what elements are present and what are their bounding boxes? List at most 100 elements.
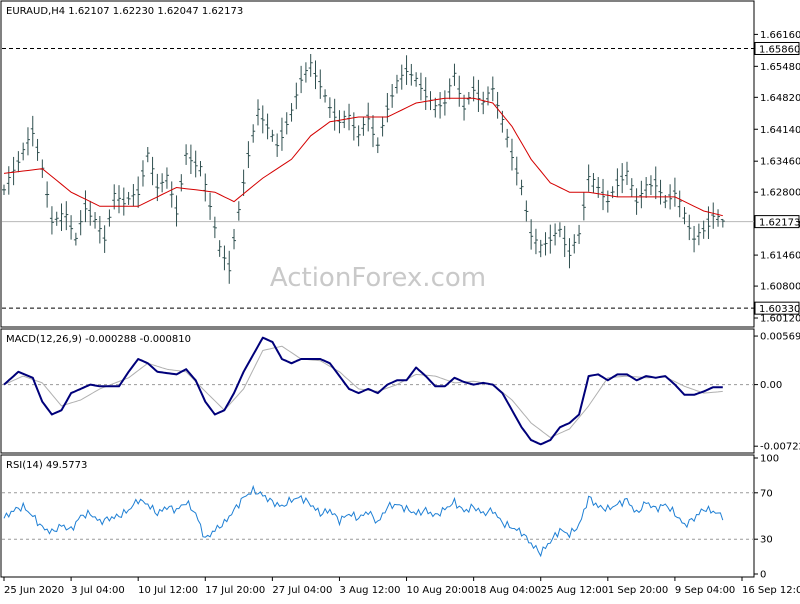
ohlc-bar <box>505 128 510 148</box>
ohlc-bar <box>289 103 294 122</box>
x-axis-label: 1 Sep 20:00 <box>608 585 668 596</box>
ohlc-bar <box>409 63 414 86</box>
ohlc-bar <box>107 209 112 227</box>
ohlc-bar <box>332 98 337 131</box>
ohlc-bar <box>198 161 203 177</box>
ohlc-bar <box>275 133 280 157</box>
ohlc-bar <box>399 64 404 90</box>
ohlc-bar <box>49 206 54 235</box>
ohlc-bar <box>423 77 428 110</box>
ohlc-bar <box>577 224 582 244</box>
ohlc-bar <box>433 97 438 118</box>
ohlc-bar <box>524 200 529 222</box>
ohlc-bar <box>720 218 725 228</box>
ohlc-bar <box>562 225 567 258</box>
price-axis-label: 1.66160 <box>760 30 800 41</box>
x-axis-label: 10 Aug 20:00 <box>407 585 474 596</box>
ohlc-bar <box>581 192 586 221</box>
ohlc-bar <box>150 156 155 186</box>
ohlc-bar <box>624 161 629 186</box>
ohlc-bar <box>653 166 658 200</box>
ohlc-bar <box>538 239 543 258</box>
ohlc-bar <box>442 90 447 116</box>
price-axis-label: 1.65480 <box>760 62 800 73</box>
ohlc-bar <box>54 211 59 226</box>
ohlc-bar <box>126 191 131 205</box>
price-axis-label: 1.60120 <box>760 314 800 325</box>
ohlc-bar <box>692 225 697 253</box>
ohlc-bar <box>639 180 644 209</box>
watermark: ActionForex.com <box>270 263 486 293</box>
ohlc-bar <box>615 168 620 198</box>
ohlc-bar <box>6 166 11 195</box>
ohlc-bar <box>246 141 251 169</box>
ohlc-bar <box>30 115 35 147</box>
ohlc-bar <box>313 60 318 90</box>
ohlc-bar <box>644 177 649 198</box>
ohlc-bar <box>169 181 174 208</box>
macd-axis-label: 0.00569 <box>760 332 800 343</box>
price-axis-label: 1.60800 <box>760 282 800 293</box>
price-axis-label: 1.62800 <box>760 188 800 199</box>
x-axis-label: 3 Jul 04:00 <box>71 585 125 596</box>
x-axis-label: 18 Aug 04:00 <box>474 585 541 596</box>
price-level-label: 1.65860 <box>759 44 800 55</box>
ohlc-bar <box>117 185 122 214</box>
x-axis-label: 9 Sep 04:00 <box>675 585 735 596</box>
rsi-axis-label: 100 <box>760 454 779 465</box>
ohlc-bar <box>131 184 136 207</box>
ohlc-bar <box>112 184 117 210</box>
price-level-label: 1.62173 <box>759 218 800 229</box>
ohlc-bar <box>447 78 452 100</box>
ohlc-bar <box>260 105 265 134</box>
ohlc-bar <box>303 62 308 83</box>
ohlc-bar <box>222 245 227 271</box>
rsi-axis-label: 70 <box>760 488 773 499</box>
rsi-axis-label: 0 <box>760 570 766 581</box>
ohlc-bar <box>21 142 26 161</box>
moving-average-line <box>3 97 723 217</box>
rsi-panel <box>0 454 755 578</box>
ohlc-bar <box>591 173 596 193</box>
ohlc-bar <box>519 179 524 196</box>
ohlc-bar <box>284 112 289 135</box>
x-axis-label: 17 Jul 20:00 <box>205 585 265 596</box>
ohlc-bar <box>514 156 519 186</box>
ohlc-bar <box>83 190 88 223</box>
ohlc-bar <box>227 250 232 284</box>
ohlc-bar <box>634 188 639 215</box>
ohlc-bar <box>361 117 366 136</box>
ohlc-bar <box>241 169 246 196</box>
macd-main-line <box>3 336 723 446</box>
ohlc-bar <box>380 116 385 137</box>
ohlc-bar <box>586 164 591 192</box>
ohlc-bar <box>323 89 328 103</box>
macd-layer: 0.00569 0.00 -0.00722 <box>2 332 800 453</box>
price-axis-label: 1.64820 <box>760 93 800 104</box>
ohlc-bar <box>677 190 682 218</box>
rsi-line <box>3 484 724 558</box>
ohlc-bar <box>212 216 217 239</box>
ohlc-bar <box>25 127 30 156</box>
price-level-box <box>754 41 800 55</box>
price-level-label: 1.60330 <box>759 304 800 315</box>
ohlc-bar <box>687 214 692 241</box>
ohlc-bar <box>16 151 21 173</box>
ohlc-bar <box>45 181 50 208</box>
ohlc-bar <box>390 83 395 108</box>
ohlc-bar <box>375 137 380 154</box>
ohlc-bar <box>255 99 260 126</box>
ohlc-bar <box>188 144 193 175</box>
price-level-box <box>754 215 800 229</box>
ohlc-bar <box>711 202 716 229</box>
ohlc-bar <box>509 138 514 171</box>
ohlc-bar <box>529 219 534 250</box>
ohlc-bar <box>351 112 356 141</box>
ohlc-bar <box>543 232 548 256</box>
ohlc-bar <box>236 201 241 221</box>
ohlc-bar <box>64 201 69 231</box>
price-axis-label: 1.61460 <box>760 251 800 262</box>
macd-axis-label: -0.00722 <box>760 442 800 453</box>
ohlc-bar <box>2 184 6 195</box>
ohlc-bar <box>716 209 721 227</box>
